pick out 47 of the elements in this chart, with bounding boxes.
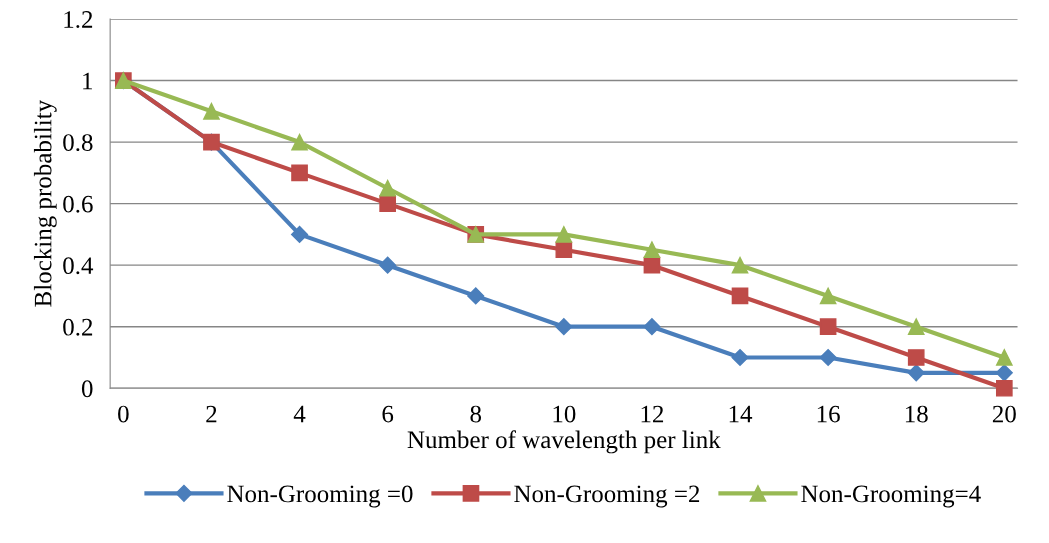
point (907, 318, 925, 336)
y-axis-title: Blocking probability (33, 99, 57, 307)
x-tick-label: 12 (641, 405, 664, 423)
x-tick-label: 6 (382, 405, 394, 423)
x-tick-label: 0 (118, 405, 129, 423)
point (995, 349, 1013, 366)
legend-label: Non-Grooming =0 (227, 485, 413, 508)
x-tick-label: 2 (206, 405, 217, 423)
point (995, 379, 1013, 397)
point (907, 364, 925, 382)
x-tick-label: 20 (992, 405, 1016, 423)
x-tick-label: 18 (905, 405, 928, 423)
y-tick-label: 1.2 (64, 11, 93, 29)
point (379, 256, 397, 274)
x-tick-label: 8 (470, 405, 482, 423)
point (379, 195, 396, 212)
x-axis-title: Number of wavelength per link (407, 430, 721, 454)
point (291, 164, 308, 182)
point (995, 364, 1013, 382)
x-tick-label: 16 (817, 405, 840, 423)
point (907, 349, 925, 366)
point (731, 287, 749, 305)
x-tick-label: 4 (293, 405, 306, 423)
point (643, 318, 661, 336)
point (379, 179, 396, 197)
point (203, 102, 220, 120)
point (467, 287, 485, 305)
y-tick-label: 0.6 (63, 195, 93, 213)
point (555, 318, 573, 336)
point (819, 318, 837, 336)
y-tick-label: 0.8 (63, 134, 93, 152)
point (643, 241, 661, 259)
y-tick-label: 0.2 (63, 318, 93, 336)
point (819, 348, 837, 367)
legend-label: Non-Grooming=4 (801, 485, 981, 508)
point (819, 287, 837, 305)
y-tick-label: 1 (83, 72, 92, 90)
legend-label: Non-Grooming =2 (514, 485, 700, 508)
y-tick-label: 0.4 (63, 257, 94, 275)
point (731, 256, 749, 274)
point (555, 226, 573, 243)
x-tick-label: 10 (553, 405, 576, 423)
y-tick-label: 0 (81, 380, 93, 398)
x-tick-label: 14 (729, 405, 753, 423)
point (731, 348, 749, 367)
point (290, 225, 309, 243)
point (291, 133, 308, 151)
